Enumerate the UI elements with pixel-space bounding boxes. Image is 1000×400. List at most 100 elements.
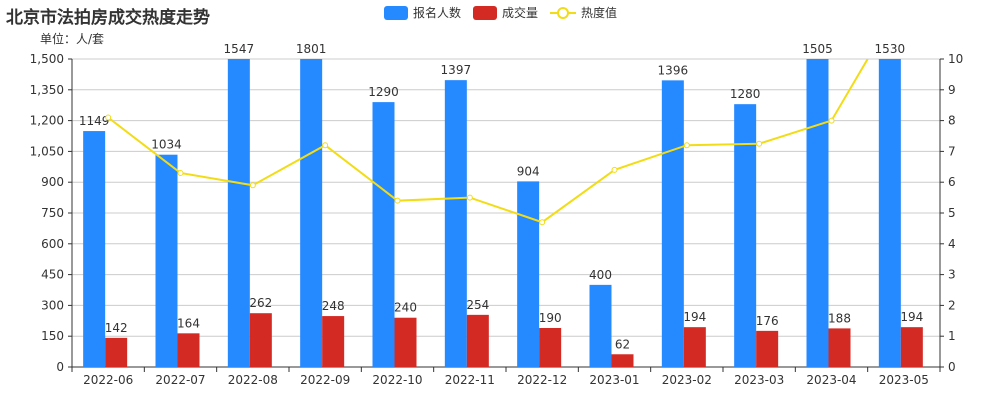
data-label: 176 <box>756 314 779 328</box>
bar-signups <box>878 59 901 367</box>
left-tick-label: 1,200 <box>30 114 64 128</box>
bar-deals <box>900 327 923 367</box>
data-label: 190 <box>539 311 562 325</box>
bar-signups <box>83 131 106 367</box>
bar-deals <box>828 328 851 367</box>
bar-signups <box>444 80 467 368</box>
left-tick-label: 150 <box>41 329 64 343</box>
legend-item-heat[interactable]: 热度值 <box>550 4 617 21</box>
data-label: 1530 <box>875 42 906 56</box>
data-label: 164 <box>177 316 200 330</box>
right-tick-label: 2 <box>948 298 956 312</box>
left-tick-label: 600 <box>41 237 64 251</box>
right-tick-label: 6 <box>948 175 956 189</box>
legend-label: 热度值 <box>581 6 618 20</box>
x-tick-label: 2023-04 <box>806 373 856 387</box>
bar-signups <box>517 181 540 367</box>
x-tick-label: 2023-02 <box>662 373 712 387</box>
legend-swatch <box>384 5 408 20</box>
heat-point <box>828 117 835 124</box>
data-label: 254 <box>466 298 489 312</box>
unit-label: 单位：人/套 <box>40 32 105 46</box>
bar-signups <box>372 102 395 368</box>
data-label: 142 <box>105 321 128 335</box>
data-label: 1547 <box>224 42 255 56</box>
data-label: 904 <box>517 164 540 178</box>
x-tick-label: 2022-11 <box>445 373 495 387</box>
legend-swatch <box>473 5 498 20</box>
left-tick-label: 450 <box>41 268 64 282</box>
right-tick-label: 10 <box>948 52 963 66</box>
data-label: 1801 <box>296 42 327 56</box>
bar-deals <box>756 330 779 367</box>
data-label: 400 <box>589 268 612 282</box>
bar-deals <box>683 327 706 367</box>
data-label: 62 <box>615 337 630 351</box>
right-tick-label: 9 <box>948 83 956 97</box>
data-label: 1280 <box>730 87 761 101</box>
data-label: 1397 <box>441 63 472 77</box>
bar-deals <box>466 314 489 367</box>
x-tick-label: 2022-10 <box>372 373 422 387</box>
data-label: 248 <box>322 299 345 313</box>
data-label: 188 <box>828 311 851 325</box>
left-tick-label: 900 <box>41 175 64 189</box>
bar-signups <box>734 104 757 367</box>
x-tick-label: 2022-08 <box>228 373 278 387</box>
bar-signups <box>227 59 250 367</box>
bar-deals <box>394 317 417 367</box>
data-label: 1396 <box>658 63 689 77</box>
x-tick-label: 2022-06 <box>83 373 133 387</box>
bar-deals <box>611 354 634 367</box>
heat-line <box>107 59 869 224</box>
heat-point <box>177 169 184 176</box>
legend-line-icon <box>550 6 577 19</box>
bar-deals <box>322 316 345 367</box>
legend: 报名人数 成交量 热度值 <box>384 4 617 21</box>
heat-point <box>394 197 401 204</box>
x-tick-label: 2023-05 <box>879 373 929 387</box>
x-tick-label: 2023-01 <box>589 373 639 387</box>
heat-point <box>683 142 690 149</box>
bar-signups <box>155 154 178 367</box>
right-tick-label: 3 <box>948 268 956 282</box>
x-tick-label: 2022-09 <box>300 373 350 387</box>
bar-deals <box>539 327 562 367</box>
bar-signups <box>589 284 612 367</box>
right-tick-label: 7 <box>948 144 956 158</box>
legend-label: 报名人数 <box>413 6 462 20</box>
left-tick-label: 300 <box>41 298 64 312</box>
data-label: 1034 <box>151 138 182 152</box>
bar-deals <box>249 313 272 367</box>
legend-item-signups[interactable]: 报名人数 <box>384 4 461 21</box>
data-label: 194 <box>683 310 706 324</box>
data-label: 240 <box>394 301 417 315</box>
left-tick-label: 750 <box>41 206 64 220</box>
heat-point <box>611 166 618 173</box>
data-label: 262 <box>249 296 272 310</box>
bar-signups <box>806 59 829 367</box>
left-tick-label: 1,350 <box>30 83 64 97</box>
left-tick-label: 1,500 <box>30 52 64 66</box>
heat-point <box>105 114 112 121</box>
bar-signups <box>661 80 684 367</box>
x-tick-label: 2022-12 <box>517 373 567 387</box>
heat-point <box>322 142 329 149</box>
heat-point <box>249 182 256 189</box>
data-label: 1290 <box>368 85 399 99</box>
data-label: 194 <box>900 310 923 324</box>
legend-label: 成交量 <box>502 6 539 20</box>
heat-point <box>756 140 763 147</box>
bar-deals <box>177 333 200 367</box>
left-tick-label: 0 <box>56 360 64 374</box>
legend-item-deals[interactable]: 成交量 <box>473 4 538 21</box>
left-tick-label: 1,050 <box>30 144 64 158</box>
x-tick-label: 2023-03 <box>734 373 784 387</box>
heat-point <box>539 219 546 226</box>
bar-deals <box>105 337 128 367</box>
bar-signups <box>300 59 323 367</box>
right-tick-label: 8 <box>948 114 956 128</box>
right-tick-label: 5 <box>948 206 956 220</box>
